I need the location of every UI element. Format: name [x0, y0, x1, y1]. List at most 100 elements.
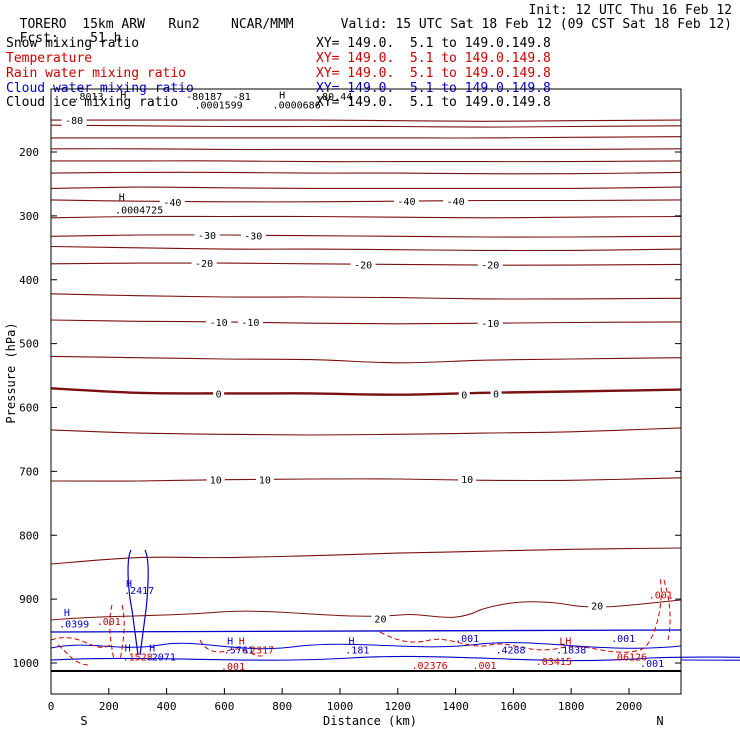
extremum-label: .001 [611, 634, 635, 645]
x-tick-label: 1200 [385, 700, 412, 713]
isotherm-label: 0 [493, 389, 499, 400]
extremum-label: .4288 [495, 646, 525, 657]
extremum-label: H [349, 637, 355, 648]
isotherm-label-bg [458, 388, 470, 401]
isotherm-label-bg [477, 258, 503, 271]
isotherm-label: 10 [210, 476, 222, 487]
isotherm-label: -10 [241, 318, 259, 329]
isotherm-label-bg [458, 473, 477, 486]
extremum-label: .181 [345, 646, 369, 657]
y-tick-label: 700 [19, 465, 39, 478]
isotherm-label-bg [490, 387, 502, 400]
extremum-label: H [279, 91, 285, 102]
isotherm--10 [50, 319, 682, 325]
extremum-label: .001 [472, 661, 496, 672]
extremum-label: H [149, 644, 155, 655]
isotherm--70 [50, 136, 682, 139]
extremum-label: -80.44 [316, 92, 352, 103]
isotherm-label-bg [159, 195, 185, 208]
y-tick-label: 500 [19, 338, 39, 351]
fcst-hours: 51 h [90, 31, 122, 46]
isotherm-0 [50, 387, 682, 396]
isotherm-label-bg [191, 257, 217, 270]
y-tick-label: 900 [19, 593, 39, 606]
extremum-label: .8013 [74, 92, 104, 103]
plot-border [50, 88, 682, 695]
isotherm-label-bg [206, 315, 232, 328]
isotherm-label: -40 [397, 197, 415, 208]
extremum-label: .001 [455, 634, 479, 645]
x-tick-label: 2000 [616, 700, 643, 713]
isotherm-label: -30 [198, 231, 216, 242]
extremum-label: .2417 [124, 586, 154, 597]
extremum-label: .001 [649, 591, 673, 602]
isotherm--80 [51, 119, 682, 122]
isotherm-label: -20 [195, 259, 213, 270]
isotherm-label: 0 [216, 389, 222, 400]
isotherm--15 [50, 293, 682, 300]
contour-label-layer: -80 -40 -40 -40 -30 -30 -20 -20 -20 -10 -10 -10 0 0 0 1… [59, 91, 673, 674]
legend-item-temperature: Temperature [6, 51, 93, 66]
forecast-hour: Fcst: 51 h [4, 18, 122, 46]
x-tick-label: 1000 [327, 700, 354, 713]
isotherm-label-bg [350, 258, 376, 271]
isotherm-label: -40 [447, 197, 465, 208]
isotherm-label: 10 [259, 476, 271, 487]
isotherm-label-bg [443, 195, 469, 208]
y-tick-label: 300 [19, 210, 39, 223]
isotherm-5 [50, 427, 682, 436]
extremum-label: -81 [233, 92, 251, 103]
isotherm-label-bg [588, 599, 607, 612]
extremum-label: .2071 [146, 653, 176, 664]
isotherm-label-bg [194, 229, 220, 242]
run-label: Run2 [168, 17, 200, 32]
legend-xy-snow: XY= 149.0. 5.1 to 149.0.149.8 [316, 36, 551, 51]
isotherm-label-bg [393, 195, 419, 208]
extremum-label: .1838 [556, 646, 586, 657]
extremum-label: LH [559, 637, 571, 648]
isotherm-label: -20 [354, 260, 372, 271]
isotherm-label: 10 [461, 475, 473, 486]
extremum-label: .2317 [244, 646, 274, 657]
legend-xy-rain: XY= 149.0. 5.1 to 149.0.149.8 [316, 66, 551, 81]
x-tick-label: 1400 [442, 700, 469, 713]
x-tick-label: 800 [272, 700, 292, 713]
model-resolution: 15km ARW [82, 17, 145, 32]
init-time: Init: 12 UTC Thu 16 Feb 12 [528, 3, 733, 18]
isotherm-label: -80 [65, 116, 83, 127]
isotherm-label: -40 [163, 198, 181, 209]
fcst-label: Fcst: [19, 31, 59, 46]
extremum-label: -80187 [186, 92, 222, 103]
isotherm-layer [50, 119, 682, 565]
extremum-label: .03415 [536, 657, 572, 668]
extremum-label: H [239, 637, 245, 648]
cloud-water-contour-top [50, 629, 682, 633]
isotherm-label-bg [240, 229, 266, 242]
isotherm--50 [50, 171, 682, 175]
isotherm-label: -10 [481, 319, 499, 330]
isotherm-label: 0 [461, 391, 467, 402]
extremum-label: .0399 [59, 619, 89, 630]
rain-water-contours-east [379, 577, 671, 653]
y-tick-label: 200 [19, 146, 39, 159]
extremum-label: H [126, 579, 132, 590]
x-tick-label: 0 [48, 700, 55, 713]
isotherm-label-bg [213, 387, 225, 400]
extremum-label: H [125, 644, 131, 655]
isotherm--35 [50, 215, 682, 219]
cloud-water-plume [127, 549, 149, 656]
extremum-label: .02376 [412, 661, 448, 672]
isotherm--65 [50, 148, 682, 151]
y-tick-label: 800 [19, 529, 39, 542]
extremum-label: .06126 [611, 653, 647, 664]
cloud-water-contour-base [50, 655, 740, 662]
header-model-line: TORERO 15km ARW Run2 NCAR/MMM [4, 4, 294, 32]
isotherm-label: -10 [210, 318, 228, 329]
extremum-label: .0004725 [115, 205, 163, 216]
extremum-label: .0000686 [273, 101, 321, 112]
isotherm-10 [50, 477, 682, 482]
y-tick-label: 400 [19, 274, 39, 287]
x-tick-label: 600 [214, 700, 234, 713]
extremum-label: .001 [221, 662, 245, 673]
legend-xy-temperature: XY= 149.0. 5.1 to 149.0.149.8 [316, 51, 551, 66]
